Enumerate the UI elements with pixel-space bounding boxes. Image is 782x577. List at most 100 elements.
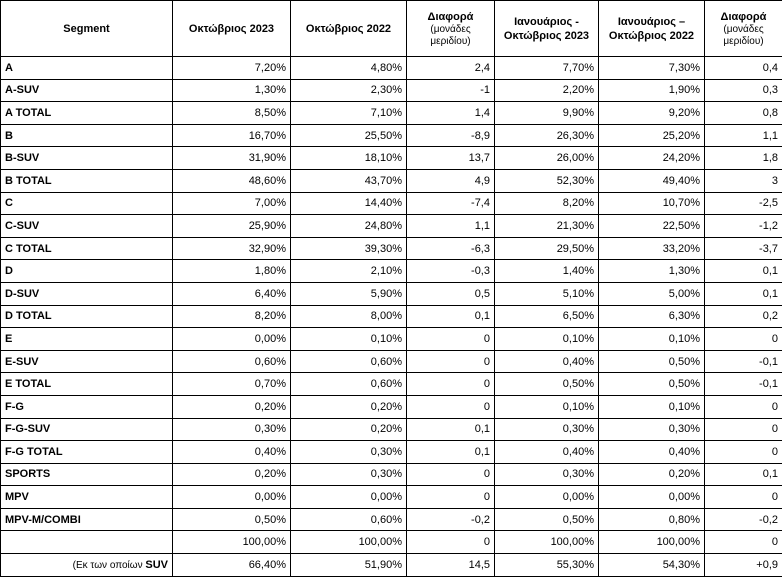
cell-oct2022: 43,70% (291, 169, 407, 192)
cell-jan-oct2023: 9,90% (495, 102, 599, 125)
cell-oct2022: 2,30% (291, 79, 407, 102)
cell-jan-oct2022: 0,50% (599, 350, 705, 373)
suv-diff1: 14,5 (407, 554, 495, 577)
cell-oct2023: 0,50% (173, 508, 291, 531)
cell-oct2022: 8,00% (291, 305, 407, 328)
cell-diff2: 0 (705, 328, 782, 351)
cell-jan-oct2023: 29,50% (495, 237, 599, 260)
cell-jan-oct2022: 6,30% (599, 305, 705, 328)
cell-segment: C TOTAL (1, 237, 173, 260)
cell-diff2: 0,8 (705, 102, 782, 125)
cell-jan-oct2022: 0,20% (599, 463, 705, 486)
cell-oct2022: 2,10% (291, 260, 407, 283)
cell-jan-oct2023: 1,40% (495, 260, 599, 283)
cell-oct2022: 0,20% (291, 395, 407, 418)
cell-oct2023: 0,30% (173, 418, 291, 441)
header-oct2023: Οκτώβριος 2023 (173, 1, 291, 57)
cell-oct2023: 1,80% (173, 260, 291, 283)
cell-jan-oct2022: 0,10% (599, 395, 705, 418)
header-jan-oct2022: Ιανουάριος – Οκτώβριος 2022 (599, 1, 705, 57)
suv-diff2: +0,9 (705, 554, 782, 577)
cell-diff1: -0,3 (407, 260, 495, 283)
suv-label-bold: SUV (145, 559, 168, 571)
cell-oct2023: 8,20% (173, 305, 291, 328)
cell-jan-oct2022: 22,50% (599, 215, 705, 238)
cell-jan-oct2023: 0,00% (495, 486, 599, 509)
cell-oct2023: 0,20% (173, 463, 291, 486)
cell-diff2: 0,1 (705, 282, 782, 305)
cell-oct2022: 0,60% (291, 373, 407, 396)
total-row: 100,00% 100,00% 0 100,00% 100,00% 0 (1, 531, 782, 554)
cell-segment: SPORTS (1, 463, 173, 486)
cell-segment: A TOTAL (1, 102, 173, 125)
cell-oct2022: 18,10% (291, 147, 407, 170)
cell-diff1: 1,4 (407, 102, 495, 125)
cell-oct2023: 48,60% (173, 169, 291, 192)
cell-jan-oct2022: 0,30% (599, 418, 705, 441)
cell-segment: D-SUV (1, 282, 173, 305)
cell-jan-oct2023: 21,30% (495, 215, 599, 238)
cell-jan-oct2022: 7,30% (599, 57, 705, 80)
cell-diff1: -1 (407, 79, 495, 102)
cell-jan-oct2022: 0,80% (599, 508, 705, 531)
cell-oct2022: 0,30% (291, 463, 407, 486)
header-diff2-title: Διαφορά (721, 11, 767, 23)
cell-oct2023: 6,40% (173, 282, 291, 305)
cell-diff2: 3 (705, 169, 782, 192)
cell-jan-oct2023: 0,10% (495, 395, 599, 418)
cell-oct2022: 0,60% (291, 350, 407, 373)
cell-oct2023: 7,20% (173, 57, 291, 80)
cell-jan-oct2023: 2,20% (495, 79, 599, 102)
cell-oct2022: 0,00% (291, 486, 407, 509)
cell-oct2022: 0,10% (291, 328, 407, 351)
cell-oct2023: 0,60% (173, 350, 291, 373)
cell-jan-oct2022: 49,40% (599, 169, 705, 192)
cell-jan-oct2022: 24,20% (599, 147, 705, 170)
cell-diff1: 0,5 (407, 282, 495, 305)
cell-diff2: 0 (705, 395, 782, 418)
total-label (1, 531, 173, 554)
cell-segment: MPV-M/COMBI (1, 508, 173, 531)
suv-label: (Εκ των οποίων SUV (1, 554, 173, 577)
cell-segment: A-SUV (1, 79, 173, 102)
cell-diff1: 0 (407, 395, 495, 418)
cell-diff2: 0 (705, 486, 782, 509)
cell-diff2: 0 (705, 441, 782, 464)
cell-diff2: -2,5 (705, 192, 782, 215)
cell-jan-oct2022: 5,00% (599, 282, 705, 305)
cell-diff2: -1,2 (705, 215, 782, 238)
suv-label-prefix: (Εκ των οποίων (73, 560, 146, 571)
cell-diff2: 0,1 (705, 260, 782, 283)
header-diff2-sub: (μονάδες μεριδίου) (709, 24, 778, 48)
cell-oct2022: 14,40% (291, 192, 407, 215)
cell-diff2: -0,1 (705, 373, 782, 396)
cell-segment: B TOTAL (1, 169, 173, 192)
cell-segment: C (1, 192, 173, 215)
cell-oct2022: 25,50% (291, 124, 407, 147)
cell-diff1: 0 (407, 350, 495, 373)
cell-oct2023: 0,00% (173, 486, 291, 509)
cell-diff1: 0 (407, 463, 495, 486)
cell-oct2023: 0,40% (173, 441, 291, 464)
header-jan-oct2023: Ιανουάριος - Οκτώβριος 2023 (495, 1, 599, 57)
cell-diff1: -8,9 (407, 124, 495, 147)
cell-diff1: 0 (407, 486, 495, 509)
cell-jan-oct2023: 0,30% (495, 463, 599, 486)
cell-oct2022: 0,20% (291, 418, 407, 441)
cell-jan-oct2022: 1,30% (599, 260, 705, 283)
cell-diff2: 0,2 (705, 305, 782, 328)
cell-segment: A (1, 57, 173, 80)
cell-diff2: 0,4 (705, 57, 782, 80)
cell-oct2022: 39,30% (291, 237, 407, 260)
cell-segment: B (1, 124, 173, 147)
